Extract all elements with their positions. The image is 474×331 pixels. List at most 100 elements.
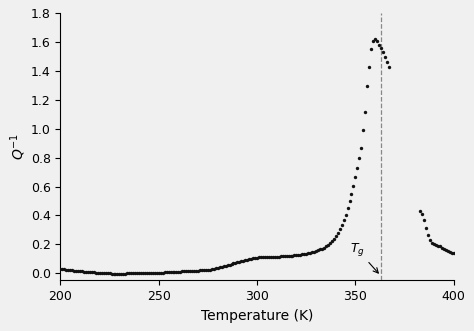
Point	[356, 155, 363, 160]
Point	[292, 253, 300, 258]
Point	[338, 222, 346, 228]
Point	[66, 267, 74, 273]
Point	[263, 255, 271, 260]
Point	[145, 270, 153, 275]
Point	[71, 268, 78, 273]
Point	[289, 253, 296, 258]
Point	[381, 54, 389, 59]
Point	[210, 266, 218, 271]
Point	[299, 252, 306, 257]
Point	[318, 246, 326, 251]
X-axis label: Temperature (K): Temperature (K)	[201, 309, 313, 323]
Point	[291, 253, 298, 258]
Point	[426, 237, 434, 243]
Point	[442, 248, 450, 253]
Point	[257, 255, 265, 260]
Point	[64, 267, 72, 272]
Point	[226, 262, 233, 267]
Point	[192, 268, 200, 273]
Point	[424, 232, 432, 238]
Point	[364, 83, 371, 88]
Point	[149, 270, 156, 275]
Point	[301, 252, 308, 257]
Point	[128, 271, 135, 276]
Point	[438, 245, 446, 251]
Point	[432, 242, 440, 248]
Point	[419, 211, 426, 216]
Point	[259, 255, 267, 260]
Point	[309, 250, 316, 255]
Point	[446, 249, 454, 255]
Point	[116, 271, 123, 276]
Point	[239, 258, 247, 263]
Point	[119, 271, 127, 276]
Point	[220, 263, 228, 269]
Point	[121, 271, 129, 276]
Point	[336, 227, 344, 232]
Point	[310, 249, 318, 255]
Point	[200, 267, 208, 273]
Point	[104, 271, 111, 276]
Point	[334, 230, 341, 236]
Point	[359, 128, 367, 133]
Point	[212, 266, 219, 271]
Point	[371, 37, 379, 42]
Point	[365, 64, 373, 70]
Point	[76, 269, 84, 274]
Point	[283, 253, 291, 259]
Point	[328, 238, 336, 244]
Point	[126, 271, 133, 276]
Point	[94, 270, 101, 275]
Point	[267, 254, 274, 260]
Point	[448, 250, 456, 255]
Point	[362, 110, 369, 115]
Point	[273, 254, 281, 260]
Point	[377, 45, 385, 51]
Point	[182, 269, 190, 274]
Point	[181, 269, 188, 274]
Point	[133, 270, 141, 276]
Point	[147, 270, 155, 275]
Point	[108, 271, 115, 276]
Point	[246, 257, 253, 262]
Point	[346, 199, 353, 204]
Point	[294, 252, 302, 258]
Point	[324, 242, 332, 248]
Point	[112, 271, 119, 276]
Point	[61, 267, 68, 272]
Point	[255, 255, 263, 260]
Point	[352, 174, 359, 179]
Point	[232, 260, 239, 265]
Point	[224, 262, 231, 268]
Point	[56, 266, 64, 271]
Point	[151, 270, 159, 275]
Point	[230, 261, 237, 266]
Point	[208, 267, 216, 272]
Point	[188, 268, 196, 274]
Point	[129, 271, 137, 276]
Point	[110, 271, 118, 276]
Point	[251, 255, 259, 260]
Point	[98, 270, 106, 276]
Point	[357, 145, 365, 150]
Point	[450, 250, 457, 256]
Point	[186, 268, 194, 274]
Point	[73, 268, 80, 273]
Point	[135, 270, 143, 276]
Point	[244, 257, 251, 262]
Point	[191, 268, 198, 273]
Point	[100, 270, 108, 276]
Point	[90, 270, 98, 275]
Point	[206, 267, 214, 272]
Point	[383, 60, 391, 65]
Point	[344, 206, 351, 211]
Point	[179, 269, 186, 274]
Point	[63, 267, 70, 272]
Point	[234, 260, 241, 265]
Point	[141, 270, 149, 276]
Point	[417, 209, 424, 214]
Point	[306, 250, 314, 256]
Point	[59, 266, 66, 272]
Point	[237, 259, 245, 264]
Point	[287, 253, 294, 259]
